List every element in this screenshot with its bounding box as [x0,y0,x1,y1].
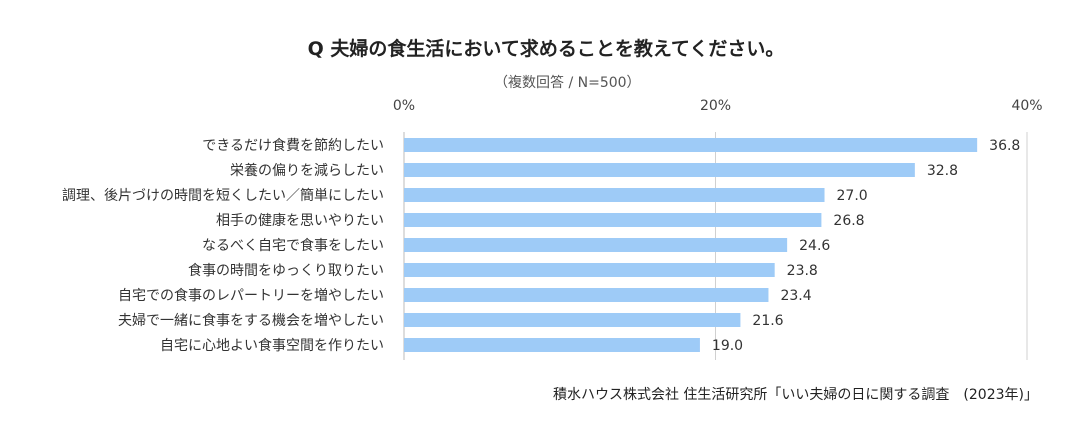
x-tick-label: 0% [393,98,415,114]
value-label: 32.8 [927,163,958,179]
category-label: なるべく自宅で食事をしたい [202,237,384,254]
category-label: 相手の健康を思いやりたい [216,212,384,229]
chart-title: Q 夫婦の食生活において求めることを教えてください。 [307,38,785,60]
value-label: 26.8 [833,213,864,229]
x-tick-label: 40% [1011,98,1042,114]
value-label: 19.0 [712,338,743,354]
value-label: 36.8 [989,138,1020,154]
bar [404,263,775,277]
bar [404,188,825,202]
bar [404,163,915,177]
bar [404,288,769,302]
category-label: 食事の時間をゆっくり取りたい [188,262,384,279]
chart-subtitle: （複数回答 / N=500） [494,75,641,91]
value-label: 21.6 [752,313,783,329]
bar [404,238,788,252]
value-label: 23.4 [780,288,811,304]
bar [404,138,978,152]
category-label: 栄養の偏りを減らしたい [230,162,384,179]
bar [404,338,700,352]
category-label: 調理、後片づけの時間を短くしたい／簡単にしたい [62,188,384,204]
bar [404,313,741,327]
bar [404,213,822,227]
value-label: 24.6 [799,238,830,254]
value-label: 27.0 [837,188,868,204]
source-note: 積水ハウス株式会社 住生活研究所「いい夫婦の日に関する調査 (2023年)」 [552,387,1038,403]
value-label: 23.8 [787,263,818,279]
category-label: できるだけ食費を節約したい [202,137,384,154]
category-label: 自宅に心地よい食事空間を作りたい [160,337,384,354]
x-tick-label: 20% [700,98,731,114]
category-label: 自宅での食事のレパートリーを増やしたい [118,287,384,304]
category-label: 夫婦で一緒に食事をする機会を増やしたい [118,312,384,329]
